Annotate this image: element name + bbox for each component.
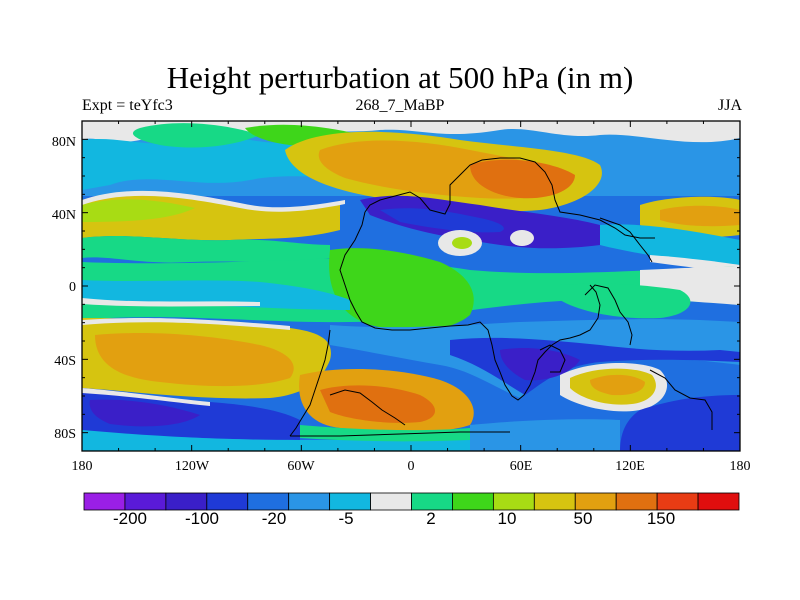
colorbar-swatch [452,492,494,511]
colorbar-swatch [370,492,412,511]
x-tick-label: 180 [730,459,751,474]
y-tick-label: 80S [54,427,76,442]
season-label: JJA [717,97,742,114]
colorbar-swatch [165,492,208,511]
colorbar-label: 50 [574,509,593,528]
colorbar-swatch [533,492,576,511]
colorbar-swatch [656,492,699,511]
colorbar [83,492,740,511]
y-tick-label: 40N [52,208,76,223]
colorbar-swatch [697,492,740,511]
x-tick-label: 0 [408,459,415,474]
colorbar-swatch [329,492,371,511]
coastlines [289,157,713,437]
experiment-label: Expt = teYfc3 [82,97,173,114]
colorbar-label: 2 [426,509,435,528]
colorbar-label: 10 [498,509,517,528]
colorbar-swatch [492,492,535,511]
colorbar-label: -20 [262,509,287,528]
colorbar-swatch [288,492,331,511]
colorbar-swatch [615,492,658,511]
y-tick-label: 40S [54,354,76,369]
colorbar-swatch [411,492,453,511]
x-tick-label: 180 [72,459,93,474]
colorbar-label: 150 [647,509,675,528]
colorbar-swatch [574,492,617,511]
x-tick-label: 60W [287,459,315,474]
map-title: Height perturbation at 500 hPa (in m) [166,60,634,95]
y-ticks [82,120,740,452]
x-tick-label: 120E [615,459,645,474]
colorbar-label: -100 [185,509,219,528]
x-tick-label: 60E [510,459,533,474]
colorbar-swatch [124,492,167,511]
contour-field [82,121,740,451]
y-tick-label: 80N [52,135,76,150]
x-ticks [81,121,741,451]
colorbar-label: -5 [338,509,353,528]
colorbar-swatch [247,492,290,511]
colorbar-swatch [83,492,126,511]
y-tick-label: 0 [69,280,76,295]
period-label: 268_7_MaBP [355,97,445,114]
colorbar-label: -200 [113,509,147,528]
x-tick-label: 120W [175,459,210,474]
colorbar-swatch [206,492,249,511]
